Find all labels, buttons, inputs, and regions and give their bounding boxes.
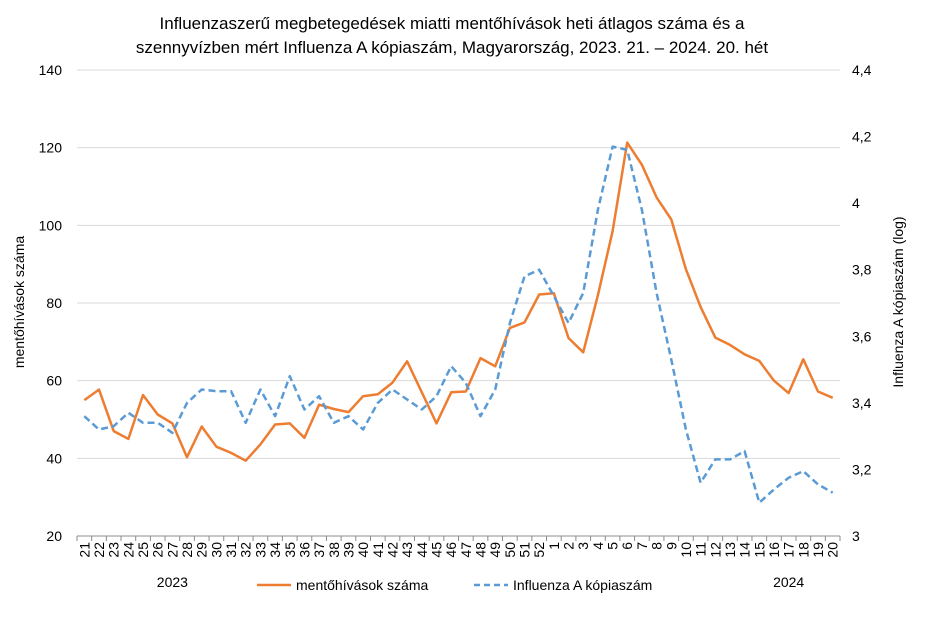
y-tick-label: 120 <box>39 140 63 156</box>
legend-label-mentohivasok: mentőhívások száma <box>296 577 428 593</box>
x-tick-label: 19 <box>810 542 826 558</box>
y2-tick-label: 4,2 <box>852 129 872 145</box>
x-tick-label: 34 <box>267 542 283 558</box>
x-tick-label: 1 <box>546 542 562 550</box>
x-tick-label: 23 <box>106 542 122 558</box>
legend-label-influenza-a: Influenza A kópiaszám <box>513 577 652 593</box>
line-mentohivasok <box>83 141 834 462</box>
x-tick-label: 3 <box>575 542 591 550</box>
left-axis-tick-labels: 20 40 60 80 100 120 140 <box>39 62 63 544</box>
x-tick-label: 7 <box>634 542 650 550</box>
chart-title-line-1: Influenzaszerű megbetegedések miatti men… <box>160 14 745 33</box>
y2-tick-label: 4 <box>852 195 860 211</box>
x-tick-label: 15 <box>751 542 767 558</box>
x-tick-label: 51 <box>517 542 533 558</box>
x-tick-label: 2 <box>561 542 577 550</box>
year-label-2024: 2024 <box>773 574 804 590</box>
y-tick-label: 20 <box>46 528 62 544</box>
x-tick-label: 39 <box>340 542 356 558</box>
x-tick-label: 12 <box>707 542 723 558</box>
x-tick-label: 38 <box>326 542 342 558</box>
x-tick-label: 20 <box>825 542 841 558</box>
x-tick-label: 21 <box>76 542 92 558</box>
x-tick-label: 46 <box>443 542 459 558</box>
y-tick-label: 100 <box>39 217 63 233</box>
y-tick-label: 40 <box>46 450 62 466</box>
x-tick-label: 11 <box>693 542 709 557</box>
y-tick-label: 80 <box>46 295 62 311</box>
x-tick-label: 24 <box>120 542 136 558</box>
line-influenza-a <box>83 145 834 504</box>
x-tick-label: 49 <box>487 542 503 558</box>
y-tick-label: 60 <box>46 373 62 389</box>
x-tick-label: 37 <box>311 542 327 558</box>
x-tick-label: 44 <box>414 542 430 558</box>
x-tick-label: 17 <box>781 542 797 558</box>
y2-tick-label: 3,8 <box>852 262 872 278</box>
x-tick-label: 10 <box>678 542 694 558</box>
x-tick-label: 30 <box>208 542 224 558</box>
x-tick-label: 5 <box>605 542 621 550</box>
chart-title-line-2: szennyvízben mért Influenza A kópiaszám,… <box>136 38 768 57</box>
year-label-2023: 2023 <box>157 574 188 590</box>
x-tick-label: 27 <box>164 542 180 558</box>
x-tick-label: 52 <box>531 542 547 558</box>
x-tick-label: 41 <box>370 542 386 558</box>
gridlines <box>77 69 840 459</box>
y2-tick-label: 4,4 <box>852 62 872 78</box>
x-tick-label: 36 <box>296 542 312 558</box>
x-tick-label: 40 <box>355 542 371 558</box>
x-tick-label: 14 <box>737 542 753 558</box>
x-tick-label: 18 <box>795 542 811 558</box>
x-tick-label: 31 <box>223 542 239 558</box>
x-tick-label: 25 <box>135 542 151 558</box>
x-tick-label: 35 <box>282 542 298 558</box>
series-lines <box>83 141 834 504</box>
x-tick-label: 45 <box>428 542 444 558</box>
x-axis-tick-labels: 2122232425262728293031323334353637383940… <box>76 542 840 558</box>
x-tick-label: 26 <box>150 542 166 558</box>
y2-tick-label: 3,4 <box>852 395 872 411</box>
x-tick-label: 16 <box>766 542 782 558</box>
x-tick-label: 42 <box>384 542 400 558</box>
y2-tick-label: 3 <box>852 528 860 544</box>
y2-tick-label: 3,2 <box>852 461 872 477</box>
x-tick-label: 33 <box>252 542 268 558</box>
x-tick-label: 13 <box>722 542 738 558</box>
x-tick-label: 32 <box>238 542 254 558</box>
x-tick-label: 29 <box>194 542 210 558</box>
legend: mentőhívások száma Influenza A kópiaszám <box>257 577 652 593</box>
x-tick-label: 4 <box>590 542 606 550</box>
x-tick-marks <box>76 536 841 541</box>
right-axis-tick-labels: 3 3,2 3,4 3,6 3,8 4 4,2 4,4 <box>852 62 872 544</box>
x-tick-label: 43 <box>399 542 415 558</box>
x-tick-label: 9 <box>663 542 679 550</box>
y-axis-label: mentőhívások száma <box>11 236 27 368</box>
y-tick-label: 140 <box>39 62 63 78</box>
x-tick-label: 22 <box>91 542 107 558</box>
x-tick-label: 50 <box>502 542 518 558</box>
x-tick-label: 6 <box>619 542 635 550</box>
x-tick-label: 28 <box>179 542 195 558</box>
x-tick-label: 48 <box>473 542 489 558</box>
x-tick-label: 47 <box>458 542 474 558</box>
x-tick-label: 8 <box>649 542 665 550</box>
y2-tick-label: 3,6 <box>852 328 872 344</box>
y2-axis-label: Influenza A kópiaszám (log) <box>890 216 906 387</box>
